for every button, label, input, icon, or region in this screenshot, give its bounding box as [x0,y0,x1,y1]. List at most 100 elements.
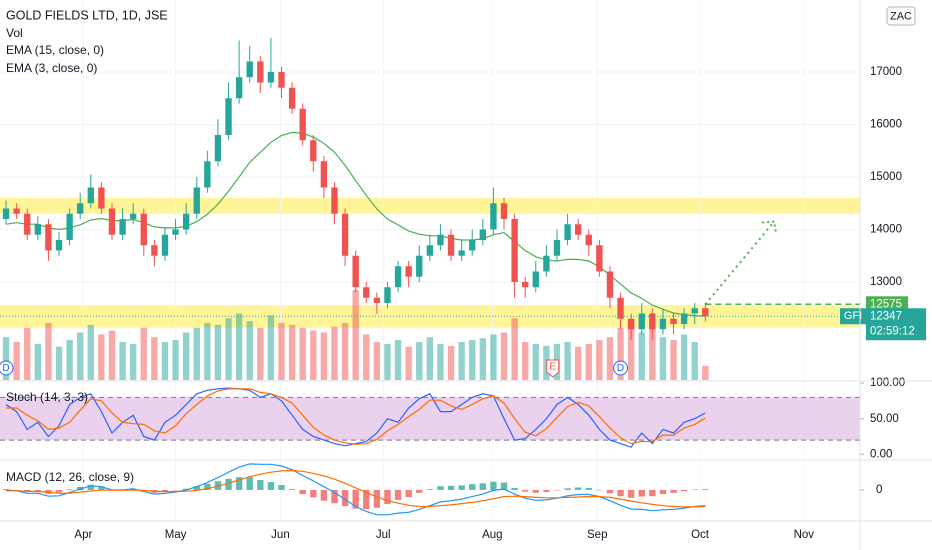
candle-body [553,239,561,256]
macd-histogram-bar [564,488,571,490]
macd-histogram-bar [331,489,338,504]
volume-bar [458,342,465,380]
macd-histogram-bar [500,482,508,490]
candle-body [66,213,73,240]
volume-bar [310,330,317,380]
currency-button[interactable] [886,6,916,26]
candle-body [458,250,465,256]
macd-histogram-bar [235,477,243,490]
signal-line [6,469,706,508]
volume-bar [585,343,592,380]
macd-histogram-bar [130,488,137,490]
candle-body [246,61,253,78]
event-marker [546,359,560,378]
volume-bar [363,334,370,380]
macd-tick-label: 0 [876,484,882,496]
macd-histogram-bar [394,489,402,500]
macd-histogram-bar [479,483,486,490]
candle-body [659,318,667,330]
candle-body [341,213,349,256]
volume-bar [66,340,73,380]
volume-bar [511,318,518,380]
candle-body [543,255,550,272]
candle-body [426,245,434,256]
arrow-head [762,220,778,234]
volume-bar [151,337,158,380]
volume-bar [108,330,116,380]
macd-histogram-bar [193,486,200,490]
volume-bar [617,327,624,380]
candle-body [447,234,455,256]
volume-bar [638,332,645,380]
macd-histogram-bar [182,488,190,490]
volume-bar [214,324,222,380]
volume-bar [299,327,306,380]
candle-body [617,297,624,319]
volume-bar [13,342,20,380]
pane-title: Stoch (14, 3, 3) [6,390,88,404]
candle-body [437,234,444,246]
x-tick-label: Oct [691,529,710,541]
candle-body [384,287,391,303]
macd-histogram-bar [320,489,328,501]
x-tick-label: Aug [482,529,502,541]
volume-bar [320,332,328,380]
macd-histogram-bar [384,489,391,505]
macd-histogram-bar [649,489,656,497]
volume-bar [627,323,635,380]
x-tick-label: Jul [376,529,391,541]
volume-bar [331,326,338,380]
volume-bar [532,343,539,380]
macd-histogram-bar [98,486,105,490]
macd-histogram-bar [511,487,518,490]
macd-histogram-bar [278,485,285,490]
stoch-tick-label: 0.00 [870,448,892,460]
event-label: E [549,362,556,373]
stoch-d-line [6,388,706,445]
volume-bar [288,324,296,380]
macd-histogram-bar [574,487,582,490]
macd-histogram-bar [204,483,211,490]
candle-body [299,108,306,141]
volume-bar [204,323,211,380]
volume-bar [405,346,412,380]
macd-histogram-bar [172,489,179,491]
volume-bar [225,318,232,380]
candle-body [34,224,42,235]
macd-histogram-bar [246,477,253,490]
volume-bar [267,315,275,380]
candle-body [649,313,656,330]
candle-body [331,187,338,214]
volume-bar [98,334,105,380]
volume-bar [596,340,603,380]
volume-bar [437,343,444,380]
candle-body [225,98,232,135]
currency-label[interactable]: ZAC [890,10,912,22]
macd-histogram-bar [702,489,709,490]
candle-body [469,239,476,251]
macd-histogram-bar [680,489,688,492]
volume-bar [384,343,391,380]
volume-bar [161,342,169,380]
macd-histogram-bar [532,489,539,493]
volume-bar [564,342,571,380]
candle-body [55,239,63,251]
volume-bar [574,346,582,380]
candle-body [702,308,709,317]
candle-body [670,318,677,324]
macd-histogram-bar [55,489,63,493]
volume-bar [691,342,698,380]
event-label: D [617,363,624,374]
candle-body [532,271,539,288]
candle-body [2,208,10,219]
candle-body [606,271,614,298]
plot: Apr May Jun Jul Aug Sep Oct Nov 13000 14000 15000 1… [0,0,926,541]
candle-body [691,308,698,314]
volume-bar [140,327,147,380]
stoch-tick-label: 100.00 [870,377,905,389]
candle-body [13,208,20,214]
candle-body [151,245,158,256]
candle-body [363,287,370,298]
macd-histogram-bar [341,489,349,507]
